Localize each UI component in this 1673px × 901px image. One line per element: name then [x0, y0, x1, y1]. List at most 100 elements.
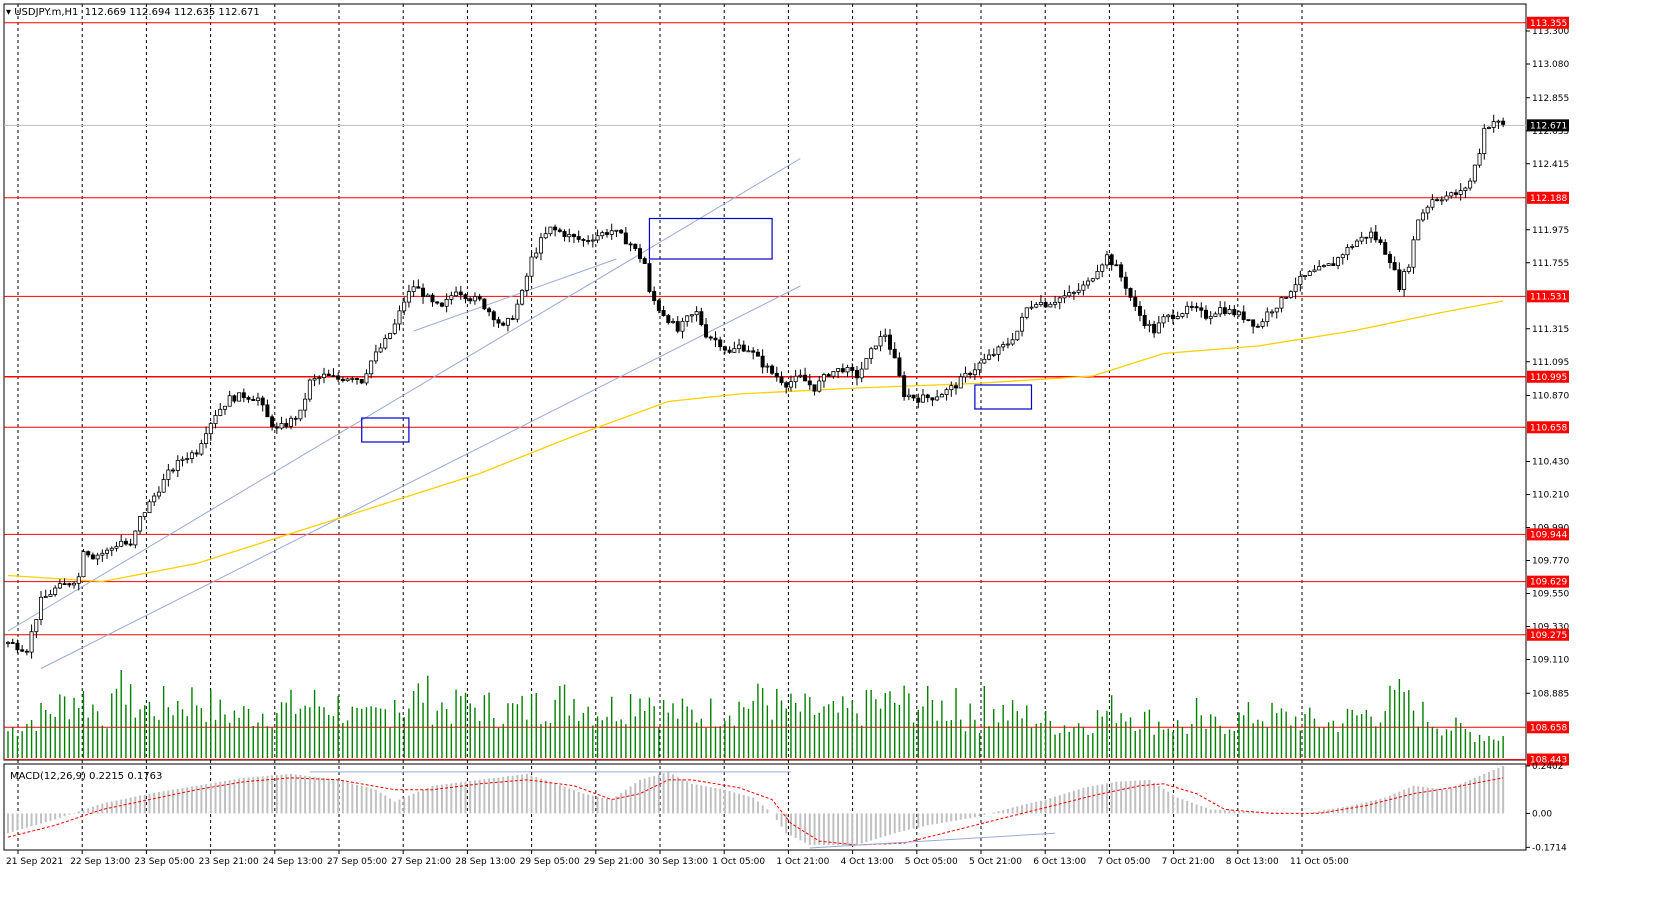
- candle-body: [487, 308, 492, 313]
- candle-body: [1057, 297, 1062, 303]
- candle-body: [1001, 344, 1006, 348]
- candle-body: [260, 397, 265, 406]
- candle-body: [671, 321, 676, 323]
- candle-body: [397, 310, 402, 325]
- candle-body: [751, 350, 756, 353]
- consolidation-box[interactable]: [648, 217, 773, 260]
- candle-body: [902, 375, 907, 398]
- candle-body: [175, 460, 180, 471]
- candle-body: [817, 380, 822, 392]
- candle-body: [189, 452, 194, 459]
- candle-body: [133, 530, 138, 546]
- candle-body: [1137, 306, 1142, 316]
- candle-body: [222, 405, 227, 410]
- x-tick-label: 23 Sep 21:00: [199, 857, 259, 867]
- candle-body: [402, 301, 407, 312]
- candle-body: [1170, 314, 1175, 320]
- consolidation-box[interactable]: [361, 417, 410, 443]
- channel-upper-line: [7, 158, 801, 632]
- close-value: 112.671: [218, 7, 260, 18]
- candle-body: [840, 368, 845, 373]
- consolidation-box[interactable]: [974, 384, 1033, 410]
- candle-body: [595, 235, 600, 241]
- candle-body: [345, 378, 350, 382]
- candle-body: [1015, 330, 1020, 341]
- candle-body: [911, 394, 916, 399]
- y-tick-label: 111.975: [1532, 226, 1569, 236]
- candle-body: [1430, 199, 1435, 208]
- candle-body: [987, 354, 992, 360]
- y-tick-label: 109.330: [1532, 623, 1569, 633]
- candle-body: [581, 239, 586, 241]
- macd-y-tick-label: 0.00: [1532, 809, 1552, 819]
- candle-body: [1274, 307, 1279, 313]
- y-tick-label: 109.110: [1532, 656, 1569, 666]
- candle-body: [1317, 266, 1322, 271]
- candle-body: [128, 543, 133, 546]
- candle-body: [831, 371, 836, 377]
- candle-body: [1010, 339, 1015, 345]
- candle-body: [1086, 280, 1091, 286]
- candle-body: [1298, 275, 1303, 286]
- candle-body: [1147, 323, 1152, 327]
- candle-body: [1449, 192, 1454, 197]
- candle-body: [1199, 307, 1204, 311]
- candle-body: [34, 619, 39, 633]
- candle-body: [1203, 309, 1208, 319]
- candle-body: [505, 318, 510, 326]
- candle-body: [454, 291, 459, 297]
- candle-body: [638, 248, 643, 259]
- candle-body: [704, 324, 709, 338]
- x-tick-label: 27 Sep 21:00: [391, 857, 451, 867]
- candle-body: [90, 554, 95, 560]
- candle-body: [1213, 313, 1218, 317]
- candle-body: [784, 382, 789, 388]
- level-label: 113.355: [1530, 19, 1567, 29]
- candle-body: [1067, 292, 1072, 297]
- candle-body: [652, 291, 657, 302]
- x-tick-label: 24 Sep 13:00: [263, 857, 323, 867]
- candle-body: [713, 337, 718, 341]
- candle-body: [416, 286, 421, 289]
- x-tick-label: 29 Sep 21:00: [584, 857, 644, 867]
- candle-body: [1133, 296, 1138, 307]
- candle-body: [897, 357, 902, 377]
- level-label-bg: [1527, 753, 1569, 766]
- candle-body: [458, 291, 463, 296]
- candle-body: [1109, 254, 1114, 266]
- candle-body: [1496, 120, 1501, 123]
- candle-body: [430, 294, 435, 303]
- candle-body: [29, 631, 34, 653]
- candle-body: [369, 360, 374, 375]
- candle-body: [788, 381, 793, 388]
- macd-header: MACD(12,26,9) 0.2215 0.1763: [10, 771, 162, 782]
- x-tick-label: 22 Sep 13:00: [70, 857, 130, 867]
- candle-body: [689, 314, 694, 317]
- candle-body: [675, 321, 680, 332]
- candle-body: [614, 229, 619, 232]
- candle-body: [218, 408, 223, 416]
- candle-body: [538, 237, 543, 254]
- candle-body: [388, 332, 393, 339]
- last-price-label: 112.671: [1530, 121, 1567, 131]
- candle-body: [864, 357, 869, 370]
- candle-body: [869, 348, 874, 359]
- candle-body: [336, 375, 341, 380]
- candle-body: [1397, 269, 1402, 290]
- candle-body: [803, 374, 808, 382]
- dropdown-icon[interactable]: ▾: [6, 7, 12, 18]
- candle-body: [807, 380, 812, 386]
- level-label: 112.188: [1530, 194, 1567, 204]
- candle-body: [1218, 307, 1223, 315]
- candle-body: [576, 236, 581, 240]
- candle-body: [982, 358, 987, 364]
- candle-body: [873, 345, 878, 350]
- candle-body: [1090, 278, 1095, 282]
- candle-body: [298, 409, 303, 420]
- candle-body: [1246, 319, 1251, 322]
- candle-body: [1420, 212, 1425, 221]
- candle-body: [1387, 253, 1392, 263]
- candle-body: [1482, 127, 1487, 155]
